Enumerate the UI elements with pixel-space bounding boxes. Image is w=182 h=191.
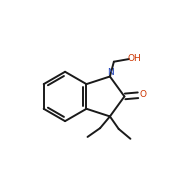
Text: OH: OH (127, 54, 141, 63)
Text: O: O (139, 90, 147, 100)
Text: N: N (107, 68, 114, 77)
